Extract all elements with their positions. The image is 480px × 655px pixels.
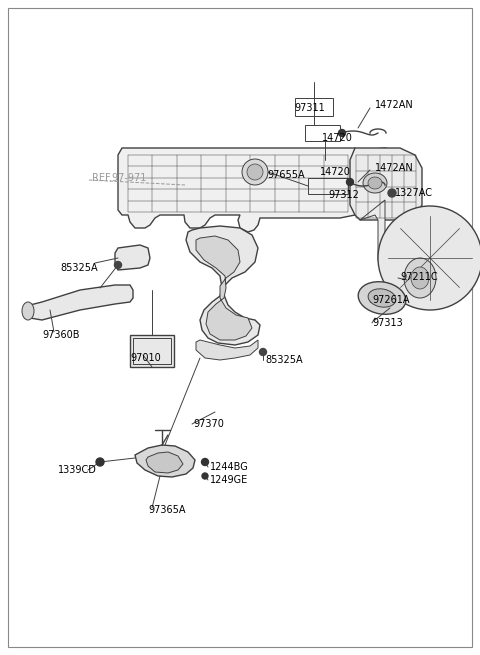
Polygon shape [196, 340, 258, 360]
Text: 97370: 97370 [193, 419, 224, 429]
Text: 97312: 97312 [328, 190, 359, 200]
Bar [295, 98, 333, 116]
Text: 1339CD: 1339CD [58, 465, 97, 475]
Text: REF.97-971: REF.97-971 [92, 173, 146, 183]
Circle shape [347, 179, 353, 185]
Polygon shape [115, 245, 150, 270]
Bar [305, 125, 340, 141]
Text: 97211C: 97211C [400, 272, 438, 282]
Text: 14720: 14720 [322, 133, 353, 143]
Text: 14720: 14720 [320, 167, 351, 177]
Polygon shape [360, 200, 400, 268]
Text: 85325A: 85325A [60, 263, 97, 273]
Ellipse shape [378, 206, 480, 310]
Polygon shape [135, 445, 195, 477]
Circle shape [202, 458, 208, 466]
Polygon shape [196, 236, 252, 340]
Polygon shape [118, 148, 408, 232]
Circle shape [338, 130, 346, 136]
Ellipse shape [363, 173, 387, 193]
Bar [133, 338, 171, 364]
Ellipse shape [242, 159, 268, 185]
Bar [308, 178, 348, 194]
Text: 97010: 97010 [130, 353, 161, 363]
Circle shape [260, 348, 266, 356]
Polygon shape [186, 226, 260, 345]
Text: 97365A: 97365A [148, 505, 185, 515]
Text: 97311: 97311 [295, 103, 325, 113]
Text: 97655A: 97655A [267, 170, 305, 180]
Polygon shape [26, 285, 133, 320]
Circle shape [202, 473, 208, 479]
Ellipse shape [247, 164, 263, 180]
Text: 1472AN: 1472AN [375, 163, 414, 173]
Text: 85325A: 85325A [265, 355, 302, 365]
Text: 1244BG: 1244BG [210, 462, 249, 472]
Text: 1327AC: 1327AC [395, 188, 433, 198]
Circle shape [96, 458, 104, 466]
Text: 97313: 97313 [372, 318, 403, 328]
Text: 97360B: 97360B [42, 330, 80, 340]
Text: 1472AN: 1472AN [375, 100, 414, 110]
Bar [130, 335, 174, 367]
Polygon shape [146, 452, 183, 473]
Ellipse shape [22, 302, 34, 320]
Ellipse shape [404, 258, 436, 298]
Text: 97261A: 97261A [372, 295, 409, 305]
Polygon shape [350, 148, 422, 220]
Ellipse shape [368, 289, 396, 307]
Ellipse shape [411, 267, 429, 289]
Text: 1249GE: 1249GE [210, 475, 248, 485]
Circle shape [388, 189, 396, 197]
Ellipse shape [368, 177, 382, 189]
Ellipse shape [358, 282, 406, 314]
Circle shape [115, 261, 121, 269]
